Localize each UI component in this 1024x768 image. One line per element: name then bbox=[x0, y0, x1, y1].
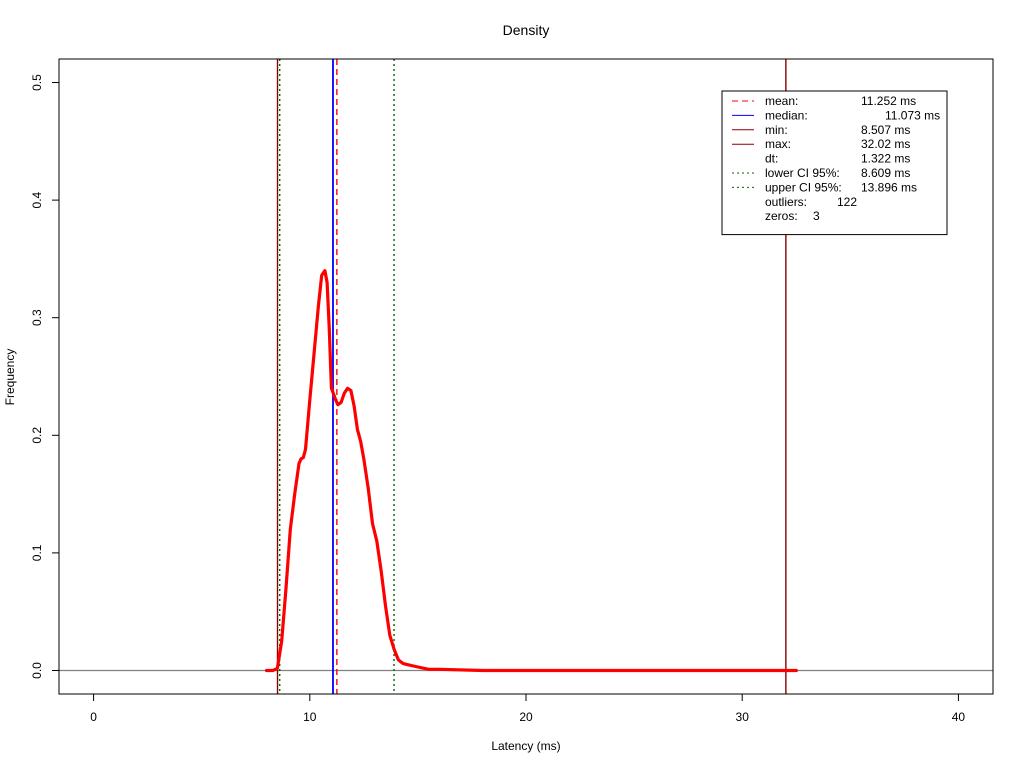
x-axis-label: Latency (ms) bbox=[491, 739, 560, 753]
x-tick-label: 20 bbox=[519, 710, 533, 724]
legend-value: 32.02 ms bbox=[861, 137, 910, 151]
y-axis-label: Frequency bbox=[3, 349, 17, 406]
legend-label: min: bbox=[765, 123, 788, 137]
y-tick-label: 0.0 bbox=[30, 662, 44, 679]
legend-label: median: bbox=[765, 108, 808, 122]
y-tick-label: 0.4 bbox=[30, 191, 44, 208]
x-tick-label: 40 bbox=[952, 710, 966, 724]
y-tick-label: 0.3 bbox=[30, 309, 44, 326]
legend-value: 1.322 ms bbox=[861, 152, 910, 166]
y-tick-label: 0.2 bbox=[30, 427, 44, 444]
x-tick-label: 10 bbox=[303, 710, 317, 724]
chart-title: Density bbox=[503, 22, 550, 38]
y-axis: 0.0 0.1 0.2 0.3 0.4 0.5 bbox=[30, 74, 60, 679]
legend: mean: 11.252 ms median: 11.073 ms min: 8.507 … bbox=[721, 90, 948, 236]
density-curve bbox=[265, 269, 798, 673]
legend-label: outliers: bbox=[765, 195, 807, 209]
y-tick-label: 0.5 bbox=[30, 74, 44, 91]
x-axis: 0 10 20 30 40 bbox=[90, 693, 966, 724]
legend-box bbox=[721, 90, 948, 236]
legend-label: dt: bbox=[765, 152, 778, 166]
x-tick-label: 30 bbox=[736, 710, 750, 724]
legend-label: upper CI 95%: bbox=[765, 180, 842, 194]
legend-label: zeros: bbox=[765, 209, 798, 223]
y-tick-label: 0.1 bbox=[30, 544, 44, 561]
legend-value: 11.252 ms bbox=[861, 94, 916, 108]
legend-value: 3 bbox=[813, 209, 820, 223]
legend-value: 122 bbox=[837, 195, 857, 209]
legend-label: lower CI 95%: bbox=[765, 166, 840, 180]
legend-label: max: bbox=[765, 137, 791, 151]
legend-label: mean: bbox=[765, 94, 798, 108]
x-tick-label: 0 bbox=[90, 710, 97, 724]
legend-value: 8.609 ms bbox=[861, 166, 910, 180]
legend-value: 8.507 ms bbox=[861, 123, 910, 137]
legend-value: 13.896 ms bbox=[861, 180, 917, 194]
legend-value: 11.073 ms bbox=[885, 108, 940, 122]
